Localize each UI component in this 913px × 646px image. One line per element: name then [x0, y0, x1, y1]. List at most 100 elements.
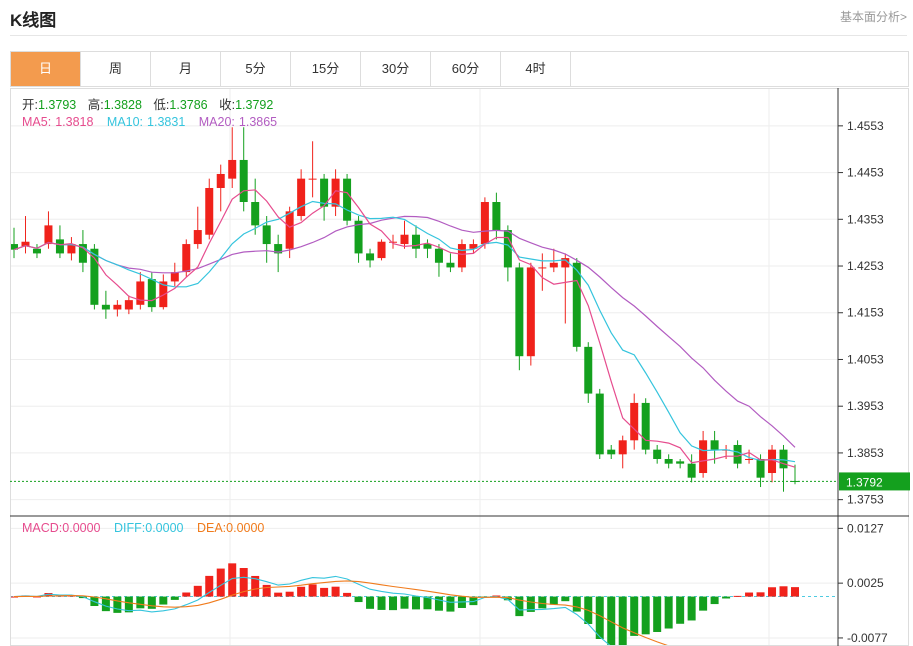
- tab-15min[interactable]: 15分: [291, 52, 361, 86]
- tab-60min[interactable]: 60分: [431, 52, 501, 86]
- candle-body: [469, 244, 478, 249]
- macd-bar: [32, 596, 41, 598]
- macd-bar: [285, 591, 294, 597]
- diff-line: [13, 575, 796, 646]
- macd-bar: [320, 587, 329, 597]
- candle-body: [618, 440, 627, 455]
- page-title: K线图: [10, 11, 57, 30]
- macd-bar: [343, 592, 352, 597]
- macd-bar: [791, 587, 799, 597]
- macd-bar: [618, 596, 627, 646]
- macd-tick-label: 0.0127: [847, 521, 884, 535]
- candle-body: [641, 402, 650, 450]
- macd-bar: [492, 595, 501, 597]
- high-value: 1.3828: [104, 98, 142, 112]
- macd-bar: [515, 596, 524, 617]
- low-value: 1.3786: [169, 98, 207, 112]
- open-value: 1.3793: [38, 98, 76, 112]
- ma20-line: [13, 215, 796, 448]
- candle-body: [228, 159, 237, 179]
- candle-body: [411, 234, 420, 249]
- candle-body: [216, 173, 225, 188]
- macd-bar: [756, 592, 765, 597]
- candle-body: [124, 300, 133, 310]
- candle-body: [308, 178, 317, 180]
- candle-body: [32, 248, 41, 254]
- macd-bar: [251, 575, 260, 597]
- tab-4hour[interactable]: 4时: [501, 52, 571, 86]
- candle-body: [423, 244, 432, 249]
- candle-body: [768, 449, 777, 474]
- macd-layer: [10, 563, 838, 646]
- candle-body: [78, 244, 87, 263]
- macd-bar: [136, 596, 145, 609]
- last-price-badge: [839, 472, 910, 491]
- candle-body: [664, 458, 673, 464]
- candle-body: [687, 463, 696, 478]
- candle-body: [205, 187, 214, 235]
- macd-bar: [630, 596, 639, 636]
- candle-body: [434, 248, 443, 263]
- macd-bar: [331, 586, 340, 597]
- macd-bar: [366, 596, 375, 609]
- candle-body: [21, 241, 30, 247]
- macd-bar: [446, 596, 455, 612]
- fundamental-analysis-link[interactable]: 基本面分析>: [839, 10, 907, 24]
- macd-bar: [101, 596, 110, 612]
- tab-5min[interactable]: 5分: [221, 52, 291, 86]
- macd-bar: [503, 596, 512, 601]
- candle-body: [193, 230, 202, 245]
- candle-body: [699, 440, 708, 474]
- macd-bar: [745, 592, 754, 597]
- macd-bar: [664, 596, 673, 629]
- tab-30min[interactable]: 30分: [361, 52, 431, 86]
- macd-bar: [434, 596, 443, 611]
- candle-body: [538, 267, 547, 269]
- tab-week[interactable]: 周: [81, 52, 151, 86]
- candle-body: [377, 241, 386, 259]
- candle-body: [733, 444, 742, 464]
- low-label: 低:: [153, 98, 169, 112]
- macd-bar: [389, 596, 398, 611]
- candle-body: [297, 178, 306, 217]
- macd-bar: [10, 596, 18, 598]
- candle-body: [446, 262, 455, 268]
- candle-body: [480, 202, 489, 245]
- macd-bar: [653, 596, 662, 632]
- ma5-label: MA5:: [22, 115, 51, 129]
- macd-bar: [561, 596, 570, 602]
- macd-bar: [549, 596, 558, 605]
- candle-body: [159, 281, 168, 308]
- candle-body: [561, 258, 570, 268]
- macd-bar: [722, 596, 731, 599]
- candle-body: [90, 248, 99, 305]
- candle-body: [170, 272, 179, 282]
- tab-day[interactable]: 日: [11, 52, 81, 86]
- macd-bar: [239, 568, 248, 597]
- candle-body: [400, 234, 409, 245]
- tab-month[interactable]: 月: [151, 52, 221, 86]
- macd-bar: [262, 584, 271, 597]
- macd-bar: [469, 596, 478, 606]
- candle-body: [653, 449, 662, 459]
- macd-bar: [676, 596, 685, 624]
- candle-body: [274, 244, 283, 254]
- candle-body: [595, 393, 604, 455]
- ma-info: MA5: 1.3818 MA10: 1.3831 MA20: 1.3865: [22, 115, 277, 129]
- macd-bar: [274, 592, 283, 597]
- macd-bar: [572, 596, 581, 612]
- price-tick-label: 1.4353: [847, 212, 884, 226]
- macd-bar: [595, 596, 604, 639]
- macd-bar: [216, 568, 225, 597]
- candle-body: [526, 267, 535, 357]
- ma5-value: 1.3818: [55, 115, 93, 129]
- candle-body: [366, 253, 375, 261]
- ma10-value: 1.3831: [147, 115, 185, 129]
- macd-tick-label: 0.0025: [847, 576, 884, 590]
- high-label: 高:: [88, 97, 104, 112]
- macd-bar: [538, 596, 547, 609]
- chart-grid: [10, 88, 838, 646]
- candle-body: [630, 402, 639, 441]
- price-tick-label: 1.4453: [847, 166, 884, 180]
